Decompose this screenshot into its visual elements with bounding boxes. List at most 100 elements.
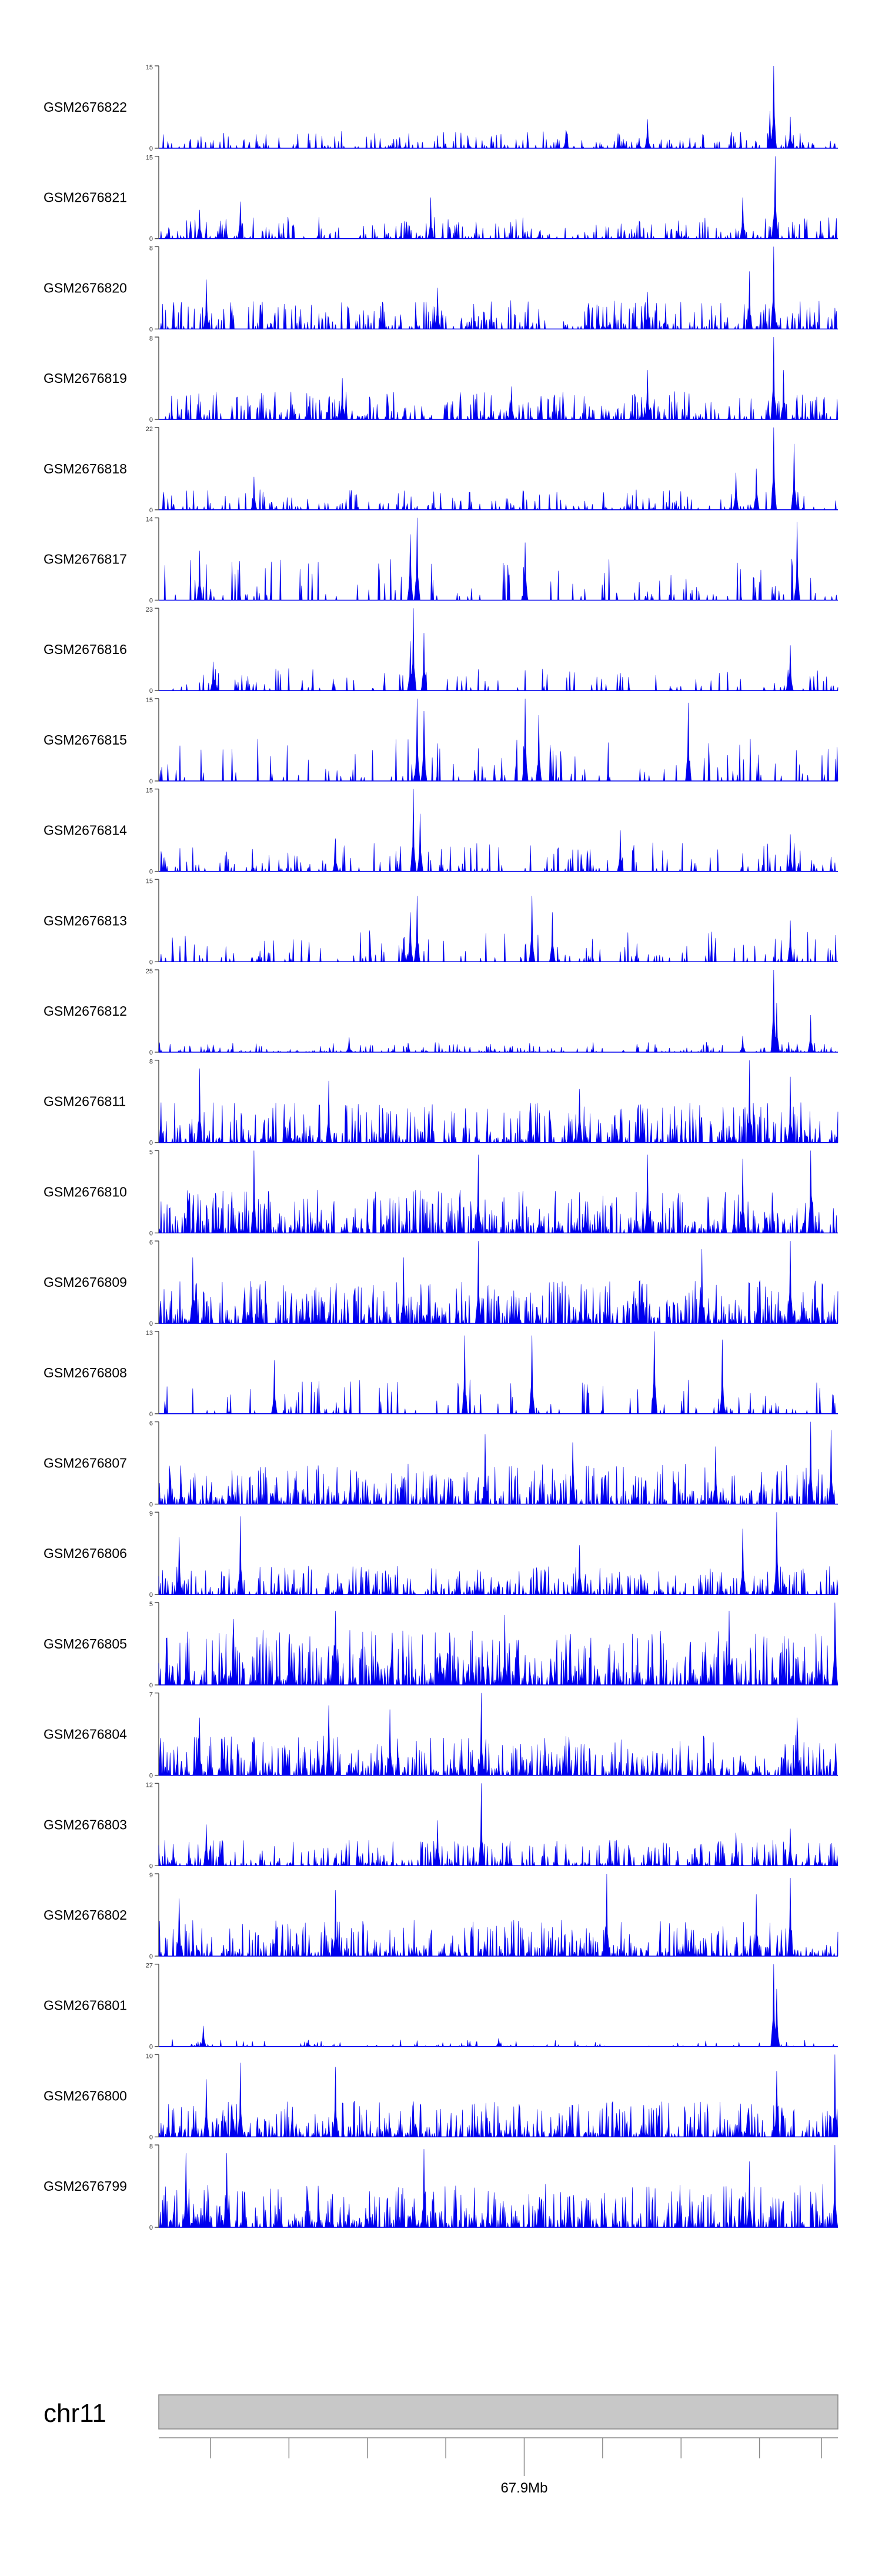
track-label: GSM2676808 xyxy=(44,1365,127,1380)
y-min-label: 0 xyxy=(149,778,153,785)
signal-area xyxy=(158,969,838,1053)
track-label: GSM2676801 xyxy=(44,1998,127,2013)
track-label: GSM2676818 xyxy=(44,461,127,476)
track-label: GSM2676817 xyxy=(44,552,127,567)
track-GSM2676816: GSM2676816 23 0 xyxy=(44,606,838,695)
signal-area xyxy=(158,1873,838,1957)
y-min-label: 0 xyxy=(149,959,153,966)
y-max-label: 15 xyxy=(146,877,153,885)
y-max-label: 15 xyxy=(146,697,153,704)
track-GSM2676806: GSM2676806 9 0 xyxy=(44,1510,838,1599)
track-label: GSM2676805 xyxy=(44,1636,127,1651)
track-label: GSM2676821 xyxy=(44,190,127,205)
y-min-label: 0 xyxy=(149,598,153,605)
track-GSM2676800: GSM2676800 10 0 xyxy=(44,2053,838,2141)
track-GSM2676815: GSM2676815 15 0 xyxy=(44,697,838,785)
track-GSM2676804: GSM2676804 7 0 xyxy=(44,1691,838,1780)
y-max-label: 13 xyxy=(146,1330,153,1337)
track-label: GSM2676820 xyxy=(44,280,127,295)
track-GSM2676802: GSM2676802 9 0 xyxy=(44,1872,838,1960)
y-max-label: 25 xyxy=(146,968,153,975)
y-min-label: 0 xyxy=(149,326,153,333)
y-min-label: 0 xyxy=(149,1953,153,1960)
track-GSM2676819: GSM2676819 8 0 xyxy=(44,335,838,423)
y-min-label: 0 xyxy=(149,869,153,876)
track-label: GSM2676815 xyxy=(44,732,127,748)
track-GSM2676817: GSM2676817 14 0 xyxy=(44,516,838,605)
y-max-label: 9 xyxy=(149,1872,153,1879)
signal-area xyxy=(159,789,838,872)
y-min-label: 0 xyxy=(149,1411,153,1418)
signal-area xyxy=(159,896,838,962)
track-GSM2676822: GSM2676822 15 0 xyxy=(44,64,838,152)
track-GSM2676808: GSM2676808 13 0 xyxy=(44,1330,838,1418)
signal-area xyxy=(158,1150,838,1233)
track-label: GSM2676809 xyxy=(44,1274,127,1290)
y-min-label: 0 xyxy=(149,1230,153,1237)
y-max-label: 12 xyxy=(146,1781,153,1788)
track-label: GSM2676807 xyxy=(44,1456,127,1471)
track-label: GSM2676822 xyxy=(44,99,127,115)
track-label: GSM2676802 xyxy=(44,1907,127,1923)
signal-area xyxy=(158,1512,838,1595)
y-min-label: 0 xyxy=(149,507,153,514)
y-min-label: 0 xyxy=(149,1591,153,1599)
y-min-label: 0 xyxy=(149,2134,153,2141)
y-max-label: 23 xyxy=(146,606,153,613)
chromosome-track: chr11 67.9Mb xyxy=(44,2394,838,2496)
track-label: GSM2676812 xyxy=(44,1003,127,1019)
track-GSM2676803: GSM2676803 12 0 xyxy=(44,1781,838,1870)
track-label: GSM2676806 xyxy=(44,1546,127,1561)
y-min-label: 0 xyxy=(149,1682,153,1689)
track-label: GSM2676819 xyxy=(44,371,127,386)
genome-position-label: 67.9Mb xyxy=(500,2480,547,2496)
signal-area xyxy=(158,1602,838,1686)
y-min-label: 0 xyxy=(149,1773,153,1780)
y-max-label: 8 xyxy=(149,2143,153,2150)
y-max-label: 15 xyxy=(146,155,153,162)
signal-area xyxy=(159,2145,838,2228)
y-min-label: 0 xyxy=(149,236,153,243)
signal-area xyxy=(159,1964,838,2047)
y-min-label: 0 xyxy=(149,2224,153,2231)
signal-area xyxy=(158,2054,838,2137)
y-min-label: 0 xyxy=(149,1863,153,1870)
signal-area xyxy=(158,1783,838,1867)
track-GSM2676814: GSM2676814 15 0 xyxy=(44,788,838,876)
y-max-label: 27 xyxy=(146,1963,153,1970)
y-min-label: 0 xyxy=(149,1049,153,1056)
y-min-label: 0 xyxy=(149,1501,153,1509)
signal-area xyxy=(159,518,838,600)
track-label: GSM2676811 xyxy=(44,1094,126,1109)
track-GSM2676820: GSM2676820 8 0 xyxy=(44,245,838,333)
signal-area xyxy=(159,608,838,692)
track-GSM2676805: GSM2676805 5 0 xyxy=(44,1601,838,1689)
signal-area xyxy=(158,1060,838,1143)
y-min-label: 0 xyxy=(149,688,153,695)
y-max-label: 15 xyxy=(146,64,153,71)
track-label: GSM2676816 xyxy=(44,642,127,657)
y-max-label: 7 xyxy=(149,1691,153,1699)
track-GSM2676801: GSM2676801 27 0 xyxy=(44,1963,838,2051)
y-min-label: 0 xyxy=(149,145,153,152)
y-max-label: 22 xyxy=(146,426,153,433)
track-GSM2676821: GSM2676821 15 0 xyxy=(44,155,838,243)
track-label: GSM2676813 xyxy=(44,913,127,928)
y-max-label: 6 xyxy=(149,1239,153,1246)
track-label: GSM2676799 xyxy=(44,2178,127,2194)
track-GSM2676818: GSM2676818 22 0 xyxy=(44,426,838,514)
track-label: GSM2676804 xyxy=(44,1727,127,1742)
track-GSM2676813: GSM2676813 15 0 xyxy=(44,877,838,966)
chromosome-ideogram xyxy=(158,2394,838,2430)
track-GSM2676810: GSM2676810 5 0 xyxy=(44,1149,838,1237)
signal-area xyxy=(159,65,838,149)
y-max-label: 9 xyxy=(149,1510,153,1517)
y-min-label: 0 xyxy=(149,2044,153,2051)
y-max-label: 6 xyxy=(149,1420,153,1427)
track-GSM2676809: GSM2676809 6 0 xyxy=(44,1239,838,1327)
signal-area xyxy=(159,698,838,782)
signal-area xyxy=(158,1241,838,1324)
y-min-label: 0 xyxy=(149,1320,153,1327)
y-max-label: 5 xyxy=(149,1601,153,1608)
signal-area xyxy=(158,1422,838,1504)
